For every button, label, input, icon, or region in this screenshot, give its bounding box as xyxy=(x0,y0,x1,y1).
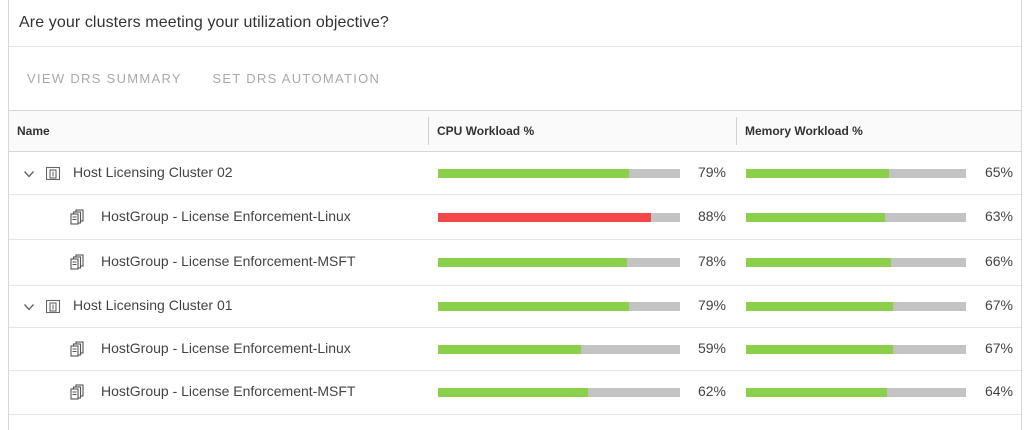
action-bar: VIEW DRS SUMMARY SET DRS AUTOMATION xyxy=(27,70,406,88)
host-group-row[interactable]: HostGroup - License Enforcement-MSFT 78% 6… xyxy=(9,239,1021,286)
host-group-name[interactable]: HostGroup - License Enforcement-MSFT xyxy=(101,383,356,399)
host-group-row[interactable]: HostGroup - License Enforcement-MSFT 62% 6… xyxy=(9,370,1021,415)
cpu-workload-percent: 59% xyxy=(697,340,726,356)
memory-workload-fill xyxy=(746,388,887,397)
host-group-icon xyxy=(69,384,85,400)
memory-workload-percent: 63% xyxy=(984,208,1013,224)
cluster-icon xyxy=(45,298,61,314)
cpu-workload-percent: 79% xyxy=(697,164,726,180)
cpu-workload-percent: 88% xyxy=(697,208,726,224)
memory-workload-percent: 64% xyxy=(984,383,1013,399)
chevron-down-icon[interactable] xyxy=(23,167,35,179)
cpu-workload-fill xyxy=(438,302,630,311)
cpu-workload-percent: 79% xyxy=(697,297,726,313)
cluster-row[interactable]: Host Licensing Cluster 01 79% 67% xyxy=(9,285,1021,328)
memory-workload-bar xyxy=(746,345,966,354)
memory-workload-percent: 67% xyxy=(984,340,1013,356)
memory-workload-percent: 66% xyxy=(984,253,1013,269)
cpu-workload-fill xyxy=(438,388,589,397)
panel-title: Are your clusters meeting your utilizati… xyxy=(19,14,389,31)
cpu-workload-bar xyxy=(438,213,680,222)
host-group-name[interactable]: HostGroup - License Enforcement-MSFT xyxy=(101,253,356,269)
title-divider xyxy=(9,46,1021,47)
cpu-workload-fill xyxy=(438,258,627,267)
host-group-icon xyxy=(69,341,85,357)
column-header-name[interactable]: Name xyxy=(17,124,50,138)
column-resizer[interactable] xyxy=(736,117,737,145)
host-group-name[interactable]: HostGroup - License Enforcement-Linux xyxy=(101,208,351,224)
cluster-icon xyxy=(45,165,61,181)
memory-workload-bar xyxy=(746,258,966,267)
host-group-icon xyxy=(69,254,85,270)
host-group-row[interactable]: HostGroup - License Enforcement-Linux 88%… xyxy=(9,194,1021,240)
cpu-workload-percent: 62% xyxy=(697,383,726,399)
column-header-cpu[interactable]: CPU Workload % xyxy=(437,124,535,138)
memory-workload-bar xyxy=(746,302,966,311)
memory-workload-fill xyxy=(746,169,889,178)
memory-workload-bar xyxy=(746,388,966,397)
memory-workload-fill xyxy=(746,345,894,354)
memory-workload-fill xyxy=(746,213,885,222)
memory-workload-fill xyxy=(746,302,894,311)
column-header-memory[interactable]: Memory Workload % xyxy=(745,124,863,138)
host-group-name[interactable]: HostGroup - License Enforcement-Linux xyxy=(101,340,351,356)
cluster-row[interactable]: Host Licensing Cluster 02 79% 65% xyxy=(9,152,1021,195)
cluster-utilization-grid: Name CPU Workload % Memory Workload % Ho… xyxy=(9,110,1021,430)
cluster-name[interactable]: Host Licensing Cluster 02 xyxy=(73,164,233,180)
cpu-workload-bar xyxy=(438,258,680,267)
grid-header: Name CPU Workload % Memory Workload % xyxy=(9,111,1021,152)
cpu-workload-fill xyxy=(438,345,581,354)
set-drs-automation-button[interactable]: SET DRS AUTOMATION xyxy=(212,71,381,86)
utilization-panel: Are your clusters meeting your utilizati… xyxy=(8,0,1022,430)
memory-workload-fill xyxy=(746,258,892,267)
cpu-workload-bar xyxy=(438,345,680,354)
host-group-row[interactable]: HostGroup - License Enforcement-Linux 59%… xyxy=(9,327,1021,371)
cluster-name[interactable]: Host Licensing Cluster 01 xyxy=(73,297,233,313)
cpu-workload-bar xyxy=(438,302,680,311)
cpu-workload-bar xyxy=(438,388,680,397)
chevron-down-icon[interactable] xyxy=(23,300,35,312)
view-drs-summary-button[interactable]: VIEW DRS SUMMARY xyxy=(27,71,182,86)
column-resizer[interactable] xyxy=(428,117,429,145)
cpu-workload-fill xyxy=(438,213,651,222)
host-group-icon xyxy=(69,209,85,225)
memory-workload-bar xyxy=(746,213,966,222)
memory-workload-percent: 67% xyxy=(984,297,1013,313)
memory-workload-percent: 65% xyxy=(984,164,1013,180)
cpu-workload-fill xyxy=(438,169,630,178)
cpu-workload-percent: 78% xyxy=(697,253,726,269)
cpu-workload-bar xyxy=(438,169,680,178)
memory-workload-bar xyxy=(746,169,966,178)
